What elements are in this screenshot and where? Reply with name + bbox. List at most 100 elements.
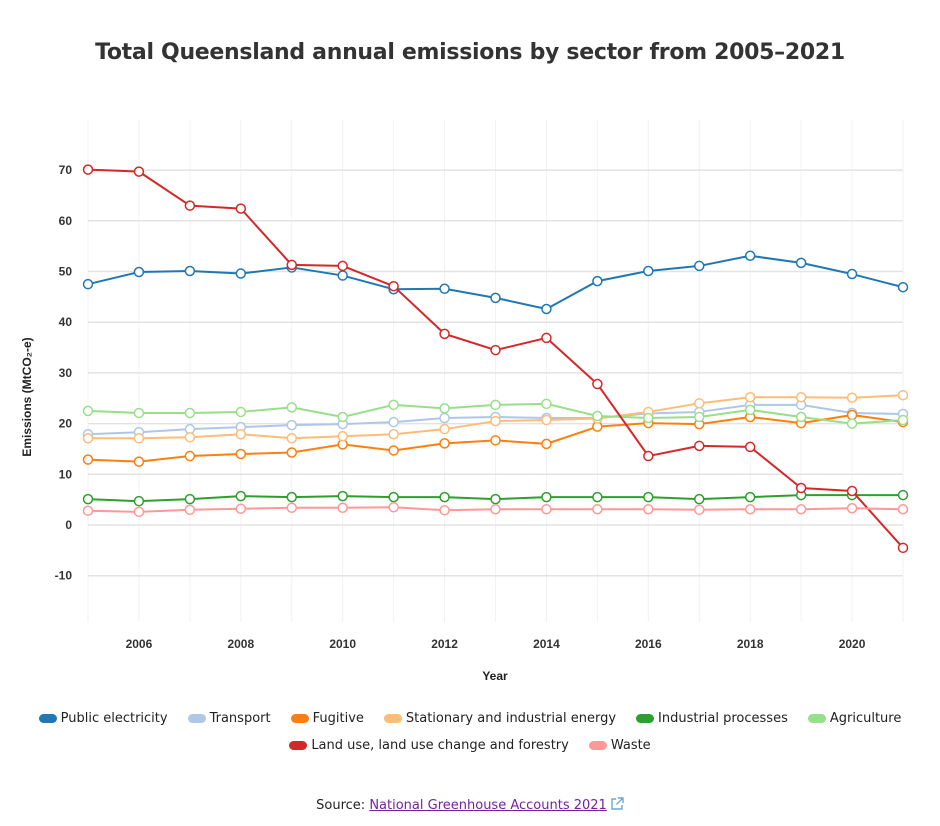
data-point[interactable] [388, 399, 399, 411]
data-point[interactable] [82, 278, 94, 290]
data-point[interactable] [439, 328, 450, 340]
data-point[interactable] [846, 392, 858, 403]
data-point[interactable] [592, 378, 603, 390]
data-point[interactable] [795, 257, 807, 269]
data-point[interactable] [541, 504, 552, 515]
data-point[interactable] [133, 266, 145, 278]
source-link[interactable]: National Greenhouse Accounts 2021 [369, 798, 607, 813]
data-point[interactable] [388, 445, 399, 456]
data-point[interactable] [490, 504, 501, 515]
data-point[interactable] [286, 433, 297, 444]
data-point[interactable] [133, 433, 145, 444]
data-point[interactable] [184, 200, 196, 211]
data-point[interactable] [337, 260, 348, 272]
legend-item[interactable]: Waste [588, 738, 651, 753]
data-point[interactable] [744, 491, 756, 503]
data-point[interactable] [643, 491, 654, 503]
data-point[interactable] [235, 448, 247, 460]
data-point[interactable] [541, 491, 552, 503]
data-point[interactable] [235, 268, 247, 279]
data-point[interactable] [439, 423, 450, 435]
external-link-icon[interactable] [610, 797, 624, 811]
data-point[interactable] [337, 490, 348, 502]
data-point[interactable] [82, 405, 94, 417]
data-point[interactable] [388, 416, 399, 428]
data-point[interactable] [744, 504, 756, 515]
data-point[interactable] [490, 435, 501, 446]
data-point[interactable] [795, 482, 807, 494]
data-point[interactable] [694, 260, 705, 272]
data-point[interactable] [592, 504, 603, 515]
data-point[interactable] [286, 419, 297, 431]
data-point[interactable] [643, 450, 654, 462]
data-point[interactable] [490, 399, 501, 411]
data-point[interactable] [541, 398, 552, 410]
data-point[interactable] [897, 281, 909, 293]
data-point[interactable] [286, 402, 297, 413]
data-point[interactable] [337, 431, 348, 442]
data-point[interactable] [439, 283, 450, 294]
data-point[interactable] [235, 503, 247, 515]
data-point[interactable] [184, 432, 196, 443]
data-point[interactable] [82, 505, 94, 517]
data-point[interactable] [897, 489, 909, 501]
data-point[interactable] [592, 410, 603, 422]
data-point[interactable] [439, 403, 450, 414]
data-point[interactable] [184, 450, 196, 462]
data-point[interactable] [286, 491, 297, 503]
data-point[interactable] [694, 440, 705, 452]
data-point[interactable] [439, 505, 450, 516]
data-point[interactable] [286, 259, 297, 271]
data-point[interactable] [490, 493, 501, 505]
data-point[interactable] [388, 491, 399, 503]
data-point[interactable] [82, 493, 94, 505]
data-point[interactable] [235, 490, 247, 502]
data-point[interactable] [541, 303, 552, 315]
data-point[interactable] [897, 389, 909, 401]
data-point[interactable] [439, 438, 450, 449]
data-point[interactable] [694, 493, 705, 505]
data-point[interactable] [643, 504, 654, 515]
data-point[interactable] [846, 268, 858, 280]
data-point[interactable] [643, 412, 654, 424]
data-point[interactable] [133, 506, 145, 518]
legend-item[interactable]: Transport [187, 711, 271, 726]
data-point[interactable] [490, 415, 501, 427]
data-point[interactable] [388, 280, 399, 292]
data-point[interactable] [235, 406, 247, 418]
data-point[interactable] [846, 503, 858, 514]
data-point[interactable] [490, 344, 501, 356]
data-point[interactable] [897, 504, 909, 515]
data-point[interactable] [490, 292, 501, 304]
data-point[interactable] [184, 493, 196, 505]
data-point[interactable] [235, 203, 247, 214]
data-point[interactable] [388, 502, 399, 513]
data-point[interactable] [133, 407, 145, 419]
data-point[interactable] [133, 456, 145, 467]
data-point[interactable] [184, 407, 196, 419]
data-point[interactable] [133, 495, 145, 507]
data-point[interactable] [286, 502, 297, 514]
data-point[interactable] [388, 428, 399, 440]
data-point[interactable] [337, 411, 348, 423]
data-point[interactable] [82, 433, 94, 444]
data-point[interactable] [795, 504, 807, 515]
data-point[interactable] [592, 491, 603, 503]
data-point[interactable] [541, 414, 552, 426]
data-point[interactable] [643, 265, 654, 277]
data-point[interactable] [694, 411, 705, 423]
legend-item[interactable]: Agriculture [807, 711, 901, 726]
data-point[interactable] [846, 485, 858, 497]
data-point[interactable] [694, 504, 705, 516]
data-point[interactable] [744, 441, 756, 453]
legend-item[interactable]: Land use, land use change and forestry [289, 738, 569, 753]
data-point[interactable] [694, 398, 705, 409]
legend-item[interactable]: Industrial processes [636, 711, 788, 726]
data-point[interactable] [82, 164, 94, 175]
data-point[interactable] [744, 404, 756, 416]
data-point[interactable] [744, 391, 756, 403]
legend-item[interactable]: Public electricity [38, 711, 168, 726]
data-point[interactable] [744, 250, 756, 262]
data-point[interactable] [337, 502, 348, 514]
data-point[interactable] [846, 418, 858, 429]
